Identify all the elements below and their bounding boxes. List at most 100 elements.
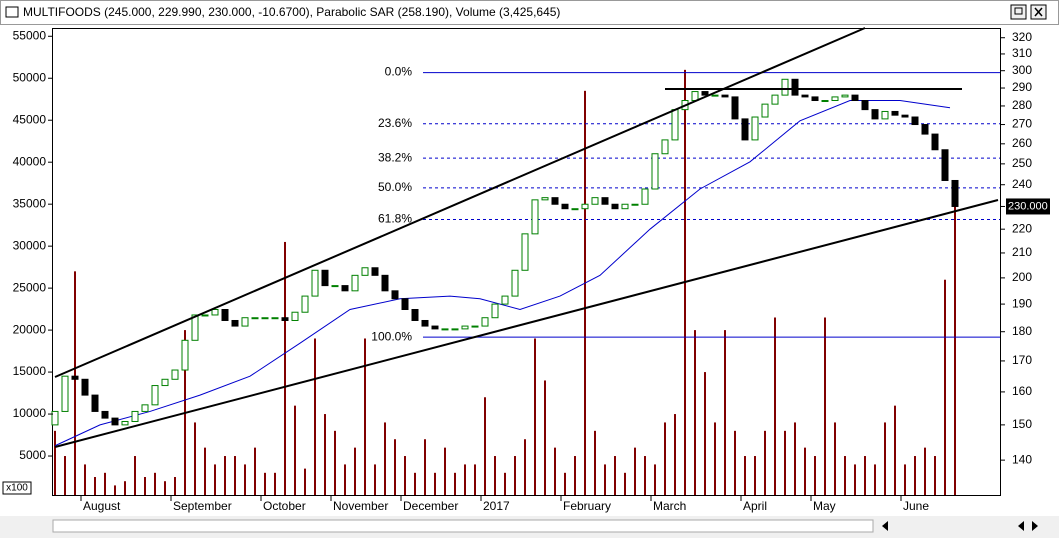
- volume-bar: [384, 422, 386, 495]
- candle-body: [811, 96, 819, 102]
- y2-tick-label: 30000: [13, 238, 47, 252]
- y2-tick-label: 15000: [13, 364, 47, 378]
- x-tick-label: May: [813, 499, 836, 513]
- plot-area: [51, 69, 1000, 495]
- volume-bar: [54, 430, 56, 495]
- y2-tick-label: 5000: [19, 448, 46, 462]
- y2-tick-label: 25000: [13, 280, 47, 294]
- candle-body: [181, 339, 189, 371]
- volume-bar: [894, 405, 896, 495]
- candle-body: [861, 100, 869, 111]
- y-tick-label: 240: [1012, 177, 1032, 191]
- y-tick-label: 150: [1012, 417, 1032, 431]
- candle-body: [771, 94, 779, 105]
- fib-label: 50.0%: [378, 180, 412, 194]
- volume-bar: [604, 464, 606, 495]
- volume-bar: [854, 464, 856, 495]
- upper-trendline: [54, 27, 866, 378]
- y-tick-label: 290: [1012, 80, 1032, 94]
- lower-trendline: [54, 199, 999, 448]
- y-tick-label: 270: [1012, 117, 1032, 131]
- candle-body: [531, 199, 539, 235]
- volume-bar: [134, 456, 136, 495]
- candle-body: [581, 203, 589, 210]
- volume-bar: [414, 472, 416, 495]
- fib-label: 38.2%: [378, 150, 412, 164]
- candle-body: [661, 139, 669, 155]
- x-tick-label: June: [903, 499, 929, 513]
- volume-bar: [904, 464, 906, 495]
- volume-bar: [644, 456, 646, 495]
- volume-bar: [74, 271, 76, 495]
- candle-body: [221, 308, 229, 321]
- volume-bar: [784, 430, 786, 495]
- volume-bar: [764, 430, 766, 495]
- volume-bar: [864, 456, 866, 495]
- fib-label: 100.0%: [371, 329, 412, 343]
- volume-bar: [334, 430, 336, 495]
- volume-bar: [484, 397, 486, 495]
- x-tick-label: August: [83, 499, 121, 513]
- y2-tick-label: 50000: [13, 70, 47, 84]
- y-tick-label: 250: [1012, 156, 1032, 170]
- candle-body: [731, 96, 739, 120]
- candle-body: [401, 298, 409, 310]
- candle-body: [841, 94, 849, 98]
- volume-bar: [454, 472, 456, 495]
- volume-bar: [504, 472, 506, 495]
- volume-bar: [554, 447, 556, 495]
- candle-body: [901, 114, 909, 118]
- volume-bar: [954, 204, 956, 495]
- volume-bar: [774, 317, 776, 495]
- y-tick-label: 200: [1012, 270, 1032, 284]
- scroll-track[interactable]: [52, 519, 874, 533]
- volume-bar: [804, 447, 806, 495]
- candle-body: [141, 404, 149, 412]
- volume-bar: [234, 456, 236, 495]
- volume-bar: [664, 422, 666, 495]
- y-tick-label: 190: [1012, 296, 1032, 310]
- candle-body: [851, 94, 859, 102]
- candle-body: [711, 94, 719, 97]
- restore-icon: [1014, 7, 1023, 15]
- candle-body: [431, 325, 439, 330]
- candle-body: [91, 394, 99, 412]
- candle-body: [891, 110, 899, 116]
- fib-label: 61.8%: [378, 212, 412, 226]
- y-tick-label: 300: [1012, 63, 1032, 77]
- scroll-arrows[interactable]: [1018, 521, 1038, 531]
- volume-bar: [634, 447, 636, 495]
- volume-bar: [194, 422, 196, 495]
- volume-bar: [154, 472, 156, 495]
- candle-body: [251, 317, 259, 320]
- close-icon: [1034, 7, 1043, 17]
- candle-body: [51, 410, 59, 426]
- volume-bar: [594, 430, 596, 495]
- volume-bar: [244, 464, 246, 495]
- candle-body: [461, 325, 469, 330]
- volume-bar: [104, 472, 106, 495]
- candle-body: [361, 267, 369, 276]
- y-tick-label: 260: [1012, 136, 1032, 150]
- x-tick-label: April: [743, 499, 767, 513]
- candle-body: [241, 317, 249, 327]
- volume-bar: [124, 481, 126, 495]
- window-icon: [5, 6, 19, 18]
- candle-body: [501, 295, 509, 305]
- volume-bar: [514, 456, 516, 495]
- restore-button[interactable]: [1010, 4, 1027, 20]
- candle-body: [511, 269, 519, 297]
- candle-body: [281, 317, 289, 321]
- volume-bar: [354, 447, 356, 495]
- x-tick-label: 2017: [483, 499, 510, 513]
- candle-body: [371, 267, 379, 276]
- candle-body: [191, 314, 199, 341]
- scroll-left[interactable]: [882, 521, 888, 531]
- candle-body: [881, 110, 889, 120]
- volume-bar: [434, 472, 436, 495]
- y-tick-label: 280: [1012, 98, 1032, 112]
- y-tick-label: 320: [1012, 30, 1032, 44]
- volume-bar: [174, 477, 176, 495]
- candle-body: [541, 197, 549, 201]
